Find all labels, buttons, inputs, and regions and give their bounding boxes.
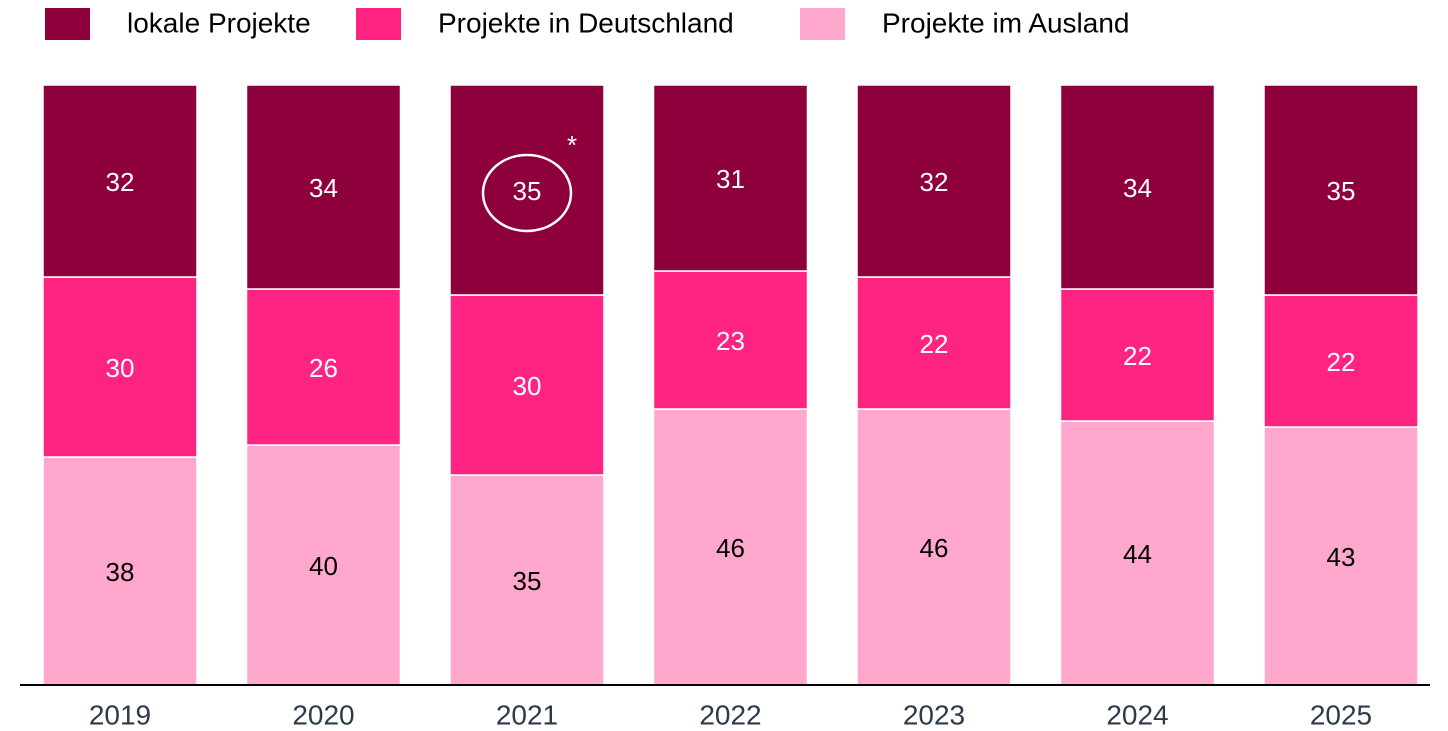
data-label: 44 xyxy=(1123,539,1152,569)
data-label: 32 xyxy=(106,167,135,197)
data-label: 22 xyxy=(920,329,949,359)
bar-segment xyxy=(856,276,1012,410)
bar-segment xyxy=(42,456,198,686)
data-label: 26 xyxy=(309,353,338,383)
data-label: 22 xyxy=(1327,347,1356,377)
data-label: 30 xyxy=(106,353,135,383)
legend-swatch xyxy=(356,8,401,40)
annotation: * xyxy=(567,130,577,160)
data-label: 35 xyxy=(513,176,542,206)
bar-segment xyxy=(856,408,1012,686)
data-label: 34 xyxy=(309,173,338,203)
data-label: 31 xyxy=(716,164,745,194)
bar-segment xyxy=(42,276,198,458)
bar-segment xyxy=(449,84,605,296)
data-label: 40 xyxy=(309,551,338,581)
x-tick-label: 2023 xyxy=(903,699,965,730)
x-tick-label: 2025 xyxy=(1310,699,1372,730)
legend-label: lokale Projekte xyxy=(127,7,311,38)
bar-segment xyxy=(42,84,198,278)
data-label: 30 xyxy=(513,371,542,401)
legend-swatch xyxy=(45,8,90,40)
bar-segment xyxy=(856,84,1012,278)
x-tick-label: 2019 xyxy=(89,699,151,730)
data-label: 23 xyxy=(716,326,745,356)
bar-segment xyxy=(245,444,402,686)
data-label: 43 xyxy=(1327,542,1356,572)
x-tick-label: 2021 xyxy=(496,699,558,730)
data-label: 35 xyxy=(1327,176,1356,206)
data-label: 32 xyxy=(920,167,949,197)
legend-swatch xyxy=(800,8,845,40)
highlight-circle xyxy=(481,153,573,233)
data-label: 46 xyxy=(920,533,949,563)
bar-segment xyxy=(652,270,809,410)
x-tick-label: 2020 xyxy=(292,699,354,730)
bar-segment xyxy=(245,288,402,446)
bar-segment xyxy=(652,84,809,272)
x-tick-label: 2022 xyxy=(699,699,761,730)
data-label: 38 xyxy=(106,557,135,587)
legend-label: Projekte im Ausland xyxy=(882,7,1129,38)
data-label: 34 xyxy=(1123,173,1152,203)
bar-segment xyxy=(245,84,402,290)
legend-label: Projekte in Deutschland xyxy=(438,7,734,38)
data-label: 35 xyxy=(513,566,542,596)
data-label: 22 xyxy=(1123,341,1152,371)
x-tick-label: 2024 xyxy=(1106,699,1168,730)
data-label: 46 xyxy=(716,533,745,563)
bar-segment xyxy=(449,294,605,476)
bar-segment xyxy=(1263,84,1419,296)
bar-segment xyxy=(1059,84,1216,290)
bar-segment xyxy=(652,408,809,686)
